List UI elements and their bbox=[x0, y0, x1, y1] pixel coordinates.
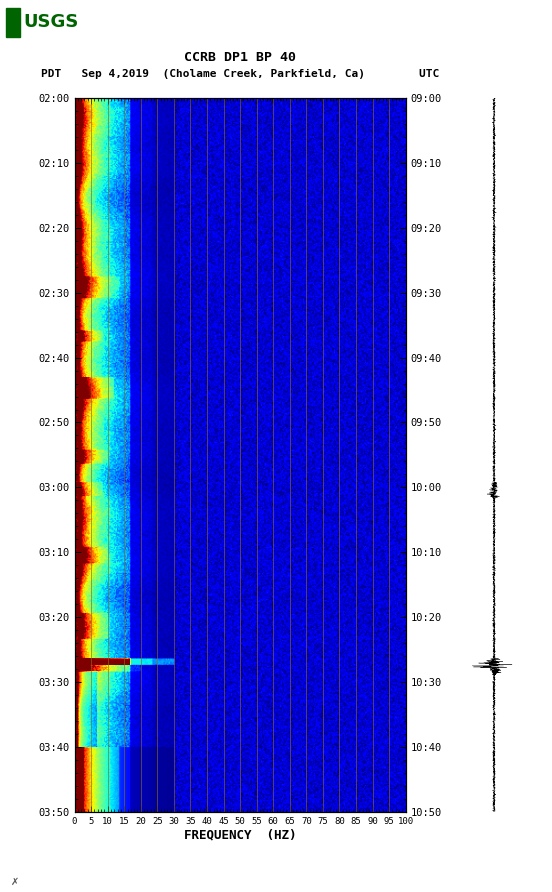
Text: CCRB DP1 BP 40: CCRB DP1 BP 40 bbox=[184, 52, 296, 64]
Bar bbox=[6, 8, 20, 37]
Text: ✗: ✗ bbox=[11, 877, 19, 887]
X-axis label: FREQUENCY  (HZ): FREQUENCY (HZ) bbox=[184, 829, 296, 841]
Text: USGS: USGS bbox=[23, 13, 78, 31]
Text: PDT   Sep 4,2019  (Cholame Creek, Parkfield, Ca)        UTC: PDT Sep 4,2019 (Cholame Creek, Parkfield… bbox=[41, 69, 439, 79]
